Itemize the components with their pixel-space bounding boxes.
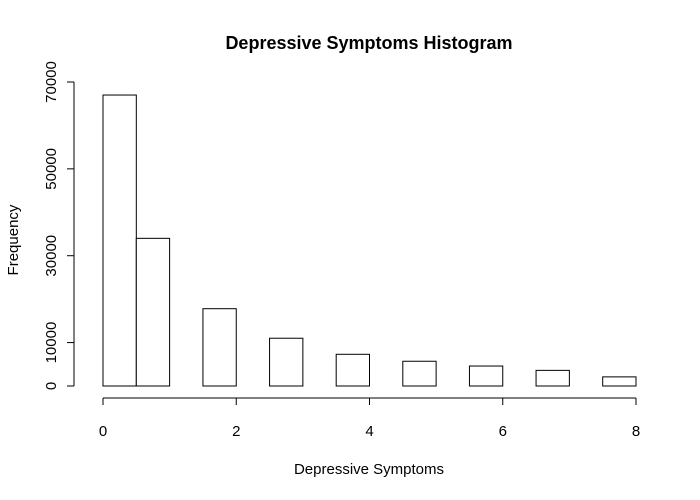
histogram-bar-2 <box>135 237 171 387</box>
y-axis: 0 10000 30000 50000 70000 <box>43 61 75 390</box>
x-tick-label: 0 <box>99 423 107 440</box>
histogram-bars <box>102 94 637 387</box>
histogram-bar-9 <box>602 376 637 387</box>
histogram-bar-7 <box>468 365 504 387</box>
x-axis: 0 2 4 6 8 <box>99 397 640 440</box>
x-axis-label: Depressive Symptoms <box>294 461 444 478</box>
chart-title: Depressive Symptoms Histogram <box>225 33 512 53</box>
histogram-bar-4 <box>269 337 304 387</box>
histogram-bar-8 <box>535 369 570 387</box>
histogram-bar-6 <box>402 360 437 387</box>
y-tick-label: 10000 <box>43 322 60 364</box>
x-tick-label: 2 <box>232 423 240 440</box>
y-tick-label: 0 <box>43 382 60 390</box>
x-tick-label: 6 <box>499 423 507 440</box>
y-tick-label: 50000 <box>43 148 60 190</box>
x-tick-label: 8 <box>632 423 640 440</box>
histogram-bar-3 <box>202 308 237 387</box>
y-tick-label: 30000 <box>43 235 60 277</box>
y-axis-label: Frequency <box>5 204 22 275</box>
histogram-bar-1 <box>102 94 137 387</box>
x-tick-label: 4 <box>365 423 373 440</box>
histogram-bar-5 <box>335 353 371 387</box>
y-tick-label: 70000 <box>43 61 60 103</box>
